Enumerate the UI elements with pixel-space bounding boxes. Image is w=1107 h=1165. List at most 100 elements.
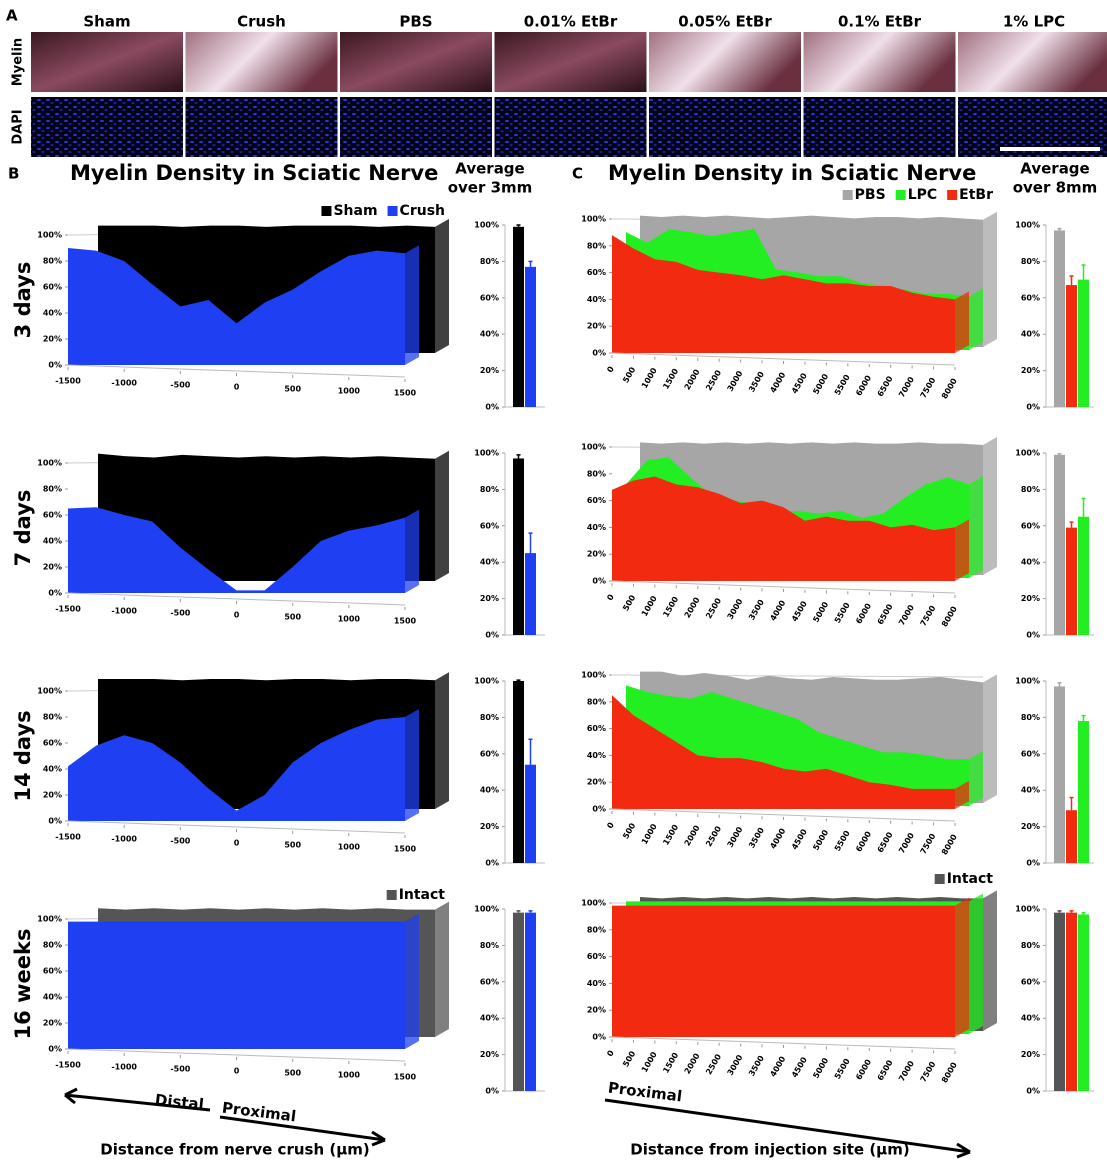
row-label: 16 weeks bbox=[11, 929, 35, 1040]
y-tick-label: 60% bbox=[1021, 293, 1040, 302]
row-label: DAPI bbox=[11, 109, 26, 144]
x-axis-label: Distance from nerve crush (μm) bbox=[100, 1141, 369, 1159]
x-tick-label: 7500 bbox=[919, 376, 938, 400]
x-tick-label: 0 bbox=[605, 592, 616, 602]
x-tick-label: 5500 bbox=[833, 829, 852, 853]
area bbox=[68, 248, 405, 365]
y-tick-label: 40% bbox=[480, 330, 499, 339]
x-tick-label: 6000 bbox=[854, 373, 873, 397]
y-tick-label: 80% bbox=[480, 257, 499, 266]
x-tick-label: 7000 bbox=[897, 375, 916, 399]
area-side bbox=[983, 211, 997, 347]
x-tick-label: 4500 bbox=[790, 1055, 809, 1079]
bar bbox=[513, 912, 524, 1091]
x-tick-label: 7500 bbox=[919, 1060, 938, 1084]
x-tick-label: 0 bbox=[234, 1067, 240, 1076]
y-tick-label: 20% bbox=[587, 1006, 606, 1015]
y-tick-label: 40% bbox=[43, 765, 62, 774]
error-bar bbox=[1057, 227, 1062, 231]
x-tick-label: 1500 bbox=[661, 595, 680, 619]
area-side bbox=[435, 218, 449, 353]
y-tick-label: 100% bbox=[1015, 221, 1040, 230]
y-tick-label: 0% bbox=[485, 1087, 499, 1096]
legend-label: Intact bbox=[399, 887, 446, 903]
bar bbox=[525, 266, 536, 407]
panel-a: A Myelin DAPI bbox=[6, 7, 26, 145]
y-tick-label: 40% bbox=[587, 979, 606, 988]
y-tick-label: 60% bbox=[480, 749, 499, 758]
x-tick-label: 1500 bbox=[394, 389, 417, 398]
y-tick-label: 20% bbox=[587, 322, 606, 331]
y-tick-label: 20% bbox=[43, 791, 62, 800]
y-tick-label: 100% bbox=[1015, 677, 1040, 686]
x-tick-label: 3000 bbox=[726, 597, 745, 621]
y-tick-label: 40% bbox=[587, 523, 606, 532]
area bbox=[68, 507, 405, 593]
y-tick-label: 60% bbox=[43, 967, 62, 976]
legend-label: LPC bbox=[908, 187, 937, 203]
y-tick-label: 80% bbox=[480, 485, 499, 494]
area-side bbox=[435, 901, 449, 1037]
area bbox=[612, 905, 955, 1037]
dapi-image bbox=[649, 97, 801, 157]
y-tick-label: 100% bbox=[474, 905, 499, 914]
error-bar bbox=[1057, 910, 1062, 913]
row-label: 14 days bbox=[11, 710, 35, 801]
bar-title: over 3mm bbox=[448, 179, 533, 197]
error-bar bbox=[1081, 911, 1086, 915]
x-tick-label: 3000 bbox=[726, 369, 745, 393]
x-tick-label: 1000 bbox=[640, 822, 659, 846]
x-tick-label: 500 bbox=[621, 1049, 637, 1068]
error-bar bbox=[516, 910, 521, 913]
y-tick-label: 80% bbox=[1021, 257, 1040, 266]
area-side bbox=[983, 674, 997, 803]
x-tick-label: 1000 bbox=[640, 366, 659, 390]
area-side bbox=[405, 509, 419, 593]
panel-label: C bbox=[572, 165, 583, 183]
area-side bbox=[969, 893, 983, 1034]
bar bbox=[1054, 454, 1065, 635]
x-tick-label: 4500 bbox=[790, 371, 809, 395]
x-tick-label: 1000 bbox=[338, 1071, 361, 1080]
bar-title: over 8mm bbox=[1013, 179, 1098, 197]
x-tick-label: 1000 bbox=[640, 1050, 659, 1074]
y-tick-label: 60% bbox=[1021, 749, 1040, 758]
error-bar bbox=[528, 738, 533, 765]
x-tick-label: -500 bbox=[170, 837, 190, 846]
y-tick-label: 80% bbox=[1021, 713, 1040, 722]
bar-title: Average bbox=[1020, 160, 1089, 178]
x-tick-label: 7500 bbox=[919, 832, 938, 856]
y-tick-label: 80% bbox=[480, 713, 499, 722]
x-tick-label: 1500 bbox=[394, 845, 417, 854]
x-tick-label: 1500 bbox=[661, 367, 680, 391]
area-side bbox=[969, 751, 983, 806]
y-tick-label: 60% bbox=[1021, 977, 1040, 986]
x-tick-label: 500 bbox=[284, 841, 301, 850]
x-tick-label: 0 bbox=[605, 364, 616, 374]
x-tick-label: 5500 bbox=[833, 373, 852, 397]
y-tick-label: 60% bbox=[43, 739, 62, 748]
x-tick-label: 2500 bbox=[704, 824, 723, 848]
myelin-image bbox=[185, 32, 338, 92]
y-tick-label: 100% bbox=[474, 677, 499, 686]
y-tick-label: 20% bbox=[1021, 594, 1040, 603]
x-tick-label: 2500 bbox=[704, 1052, 723, 1076]
legend-label: Intact bbox=[947, 871, 994, 887]
y-tick-label: 60% bbox=[480, 293, 499, 302]
myelin-image bbox=[803, 32, 956, 92]
error-bar bbox=[1069, 910, 1074, 913]
bar bbox=[1078, 516, 1089, 635]
error-bar bbox=[528, 260, 533, 267]
column-label: PBS bbox=[399, 13, 432, 31]
error-bar bbox=[1069, 796, 1074, 811]
y-tick-label: 40% bbox=[43, 537, 62, 546]
myelin-image bbox=[958, 32, 1107, 92]
x-tick-label: 0 bbox=[605, 1048, 616, 1058]
y-tick-label: 100% bbox=[37, 915, 62, 924]
area bbox=[68, 921, 405, 1049]
column-label: 0.05% EtBr bbox=[678, 13, 772, 31]
x-tick-label: 500 bbox=[621, 593, 637, 612]
x-tick-label: 7500 bbox=[919, 604, 938, 628]
x-axis bbox=[611, 1036, 956, 1050]
